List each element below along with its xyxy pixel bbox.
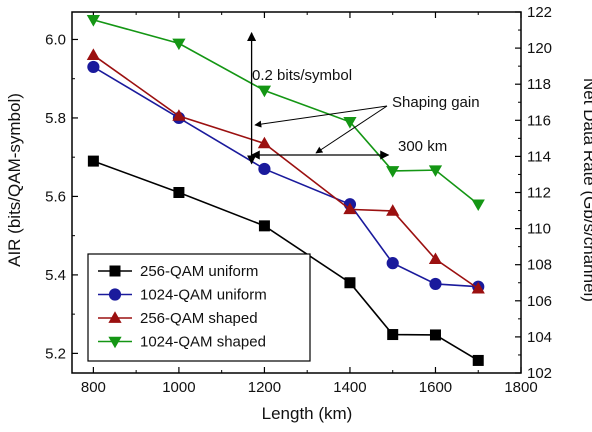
y-tick-label-right: 110 xyxy=(527,221,551,238)
data-point xyxy=(428,252,443,265)
data-point xyxy=(429,329,441,341)
series-256-qam-uniform xyxy=(87,155,484,366)
data-point xyxy=(257,136,272,149)
x-tick-label: 1400 xyxy=(333,379,366,396)
legend-marker xyxy=(108,336,122,349)
legend-label: 256-QAM shaped xyxy=(140,310,258,327)
legend-label: 1024-QAM uniform xyxy=(140,287,267,304)
y-tick-label-right: 114 xyxy=(527,148,551,165)
y-axis-title-right: Net Data Rate (Gb/s/channel) xyxy=(580,78,592,302)
legend-box xyxy=(87,253,311,362)
legend-item: 256-QAM uniform xyxy=(98,263,258,280)
data-point xyxy=(428,165,443,177)
legend-item: 1024-QAM uniform xyxy=(98,287,267,304)
y-tick-label-right: 102 xyxy=(527,365,552,382)
y-tick-label-left: 6.0 xyxy=(45,31,66,48)
data-point xyxy=(86,15,100,27)
y-tick-label-right: 112 xyxy=(527,185,551,202)
series-256-qam-shaped xyxy=(86,48,485,294)
legend-label: 256-QAM uniform xyxy=(140,263,258,280)
data-point xyxy=(87,155,99,167)
data-point xyxy=(87,60,100,74)
y-tick-label-right: 118 xyxy=(527,76,551,93)
series-layer xyxy=(86,15,485,366)
x-tick-label: 1000 xyxy=(162,379,195,396)
data-point xyxy=(258,162,271,176)
y-tick-label-left: 5.8 xyxy=(45,110,66,127)
y-tick-label-right: 116 xyxy=(527,112,551,129)
data-point xyxy=(343,117,357,129)
shaping-gain-pointer xyxy=(254,105,388,128)
annotation-distance-gain: 300 km xyxy=(398,138,447,155)
legend-item: 1024-QAM shaped xyxy=(98,334,266,351)
x-tick-label: 1800 xyxy=(504,379,537,396)
series-1024-qam-shaped xyxy=(86,15,485,212)
legend-marker xyxy=(108,288,122,301)
legend-item: 256-QAM shaped xyxy=(98,310,258,327)
annotation-shaping-gain: Shaping gain xyxy=(392,94,480,111)
data-point xyxy=(344,277,356,289)
legend-marker xyxy=(109,265,121,277)
y-tick-label-right: 122 xyxy=(527,4,552,21)
x-axis-title: Length (km) xyxy=(262,404,353,423)
data-point xyxy=(386,257,399,270)
data-point xyxy=(472,354,484,366)
plot-frame: 800 1000 1200 1400 1600 1800 5.2 5.4 5.6 5.8 6.0 10… xyxy=(45,4,552,396)
data-point xyxy=(258,220,270,232)
y-tick-label-right: 106 xyxy=(527,293,552,310)
shaping-gain-pointer xyxy=(315,105,388,154)
y-tick-label-left: 5.2 xyxy=(45,345,66,362)
annotation-layer xyxy=(247,31,390,165)
data-point xyxy=(257,85,272,98)
x-tick-label: 800 xyxy=(81,379,106,396)
y-tick-label-right: 108 xyxy=(527,257,552,274)
y-tick-label-right: 120 xyxy=(527,40,552,57)
data-point xyxy=(343,202,357,215)
x-tick-label: 1600 xyxy=(419,379,452,396)
legend-label: 1024-QAM shaped xyxy=(140,334,266,351)
data-point xyxy=(429,277,442,291)
annotation-bits-gain: 0.2 bits/symbol xyxy=(252,67,352,84)
legend-marker xyxy=(108,311,122,323)
data-point xyxy=(172,38,186,51)
y-tick-label-right: 104 xyxy=(527,329,552,346)
y-axis-title-left: AIR (bits/QAM-symbol) xyxy=(5,93,24,267)
data-point xyxy=(172,109,186,121)
y-tick-label-left: 5.4 xyxy=(45,267,66,284)
data-point xyxy=(387,329,399,341)
data-point xyxy=(471,199,485,212)
data-point xyxy=(386,204,400,216)
data-point xyxy=(173,187,185,198)
data-point xyxy=(471,281,485,294)
data-point xyxy=(86,48,100,60)
y-tick-label-left: 5.6 xyxy=(45,188,66,205)
legend: 256-QAM uniform 1024-QAM uniform 256-QAM s… xyxy=(87,253,311,362)
series-line xyxy=(93,19,479,205)
x-tick-label: 1200 xyxy=(248,379,281,396)
data-point xyxy=(386,166,400,178)
